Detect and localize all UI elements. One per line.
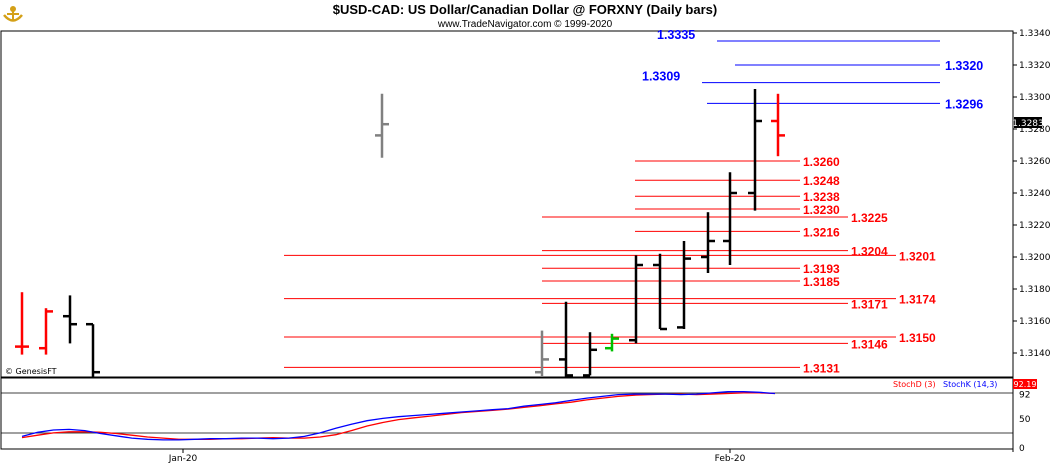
ohlc-bar	[39, 308, 53, 355]
level-label-red: 1.3193	[803, 262, 840, 276]
legend-stochk: StochK (14,3)	[943, 380, 997, 389]
ohlc-bar	[701, 212, 715, 273]
level-label-red: 1.3131	[803, 361, 840, 375]
y-tick-label: 1.3160	[1019, 317, 1050, 327]
ohlc-bar	[375, 93, 389, 158]
level-label-red: 1.3150	[899, 331, 936, 345]
level-label-red: 1.3174	[899, 293, 936, 307]
level-label-red: 1.3185	[803, 275, 840, 289]
ohlc-bar	[583, 332, 597, 377]
level-label-red: 1.3201	[899, 249, 936, 263]
level-label-red: 1.3204	[851, 245, 888, 259]
last-price-label: 1.3283	[1012, 119, 1044, 129]
y-tick-label: 1.3340	[1019, 29, 1050, 39]
y-tick-label: 1.3260	[1019, 157, 1050, 167]
ohlc-bar	[535, 330, 549, 377]
level-label-blue: 1.3320	[945, 59, 983, 73]
stoch-series-line	[21, 391, 776, 441]
ohlc-bar	[15, 292, 29, 355]
ohlc-bar	[559, 301, 573, 377]
anchor-logo-icon	[3, 6, 23, 22]
stoch-value-label: 92.19	[1014, 380, 1037, 389]
level-label-red: 1.3248	[803, 174, 840, 188]
x-tick-feb: Feb-20	[715, 454, 746, 464]
chart-title: $USD-CAD: US Dollar/Canadian Dollar @ FO…	[333, 2, 717, 17]
last-price-tag	[1014, 117, 1042, 128]
ohlc-bar	[771, 93, 785, 157]
ohlc-bar	[748, 89, 762, 211]
stoch-y-tick-label: 0	[1019, 444, 1025, 454]
stoch-panel	[0, 377, 1014, 450]
y-tick-label: 1.3220	[1019, 221, 1050, 231]
level-label-blue: 1.3309	[642, 70, 680, 84]
stoch-y-tick-label: 50	[1019, 415, 1031, 425]
stoch-y-tick-label: 92	[1019, 391, 1030, 401]
y-tick-label: 1.3300	[1019, 93, 1050, 103]
ohlc-bars	[15, 89, 785, 377]
stoch-value-tag	[1013, 379, 1037, 389]
ohlc-bar	[677, 241, 691, 329]
level-label-red: 1.3238	[803, 190, 840, 204]
y-tick-label: 1.3200	[1019, 253, 1050, 263]
level-label-red: 1.3216	[803, 225, 840, 239]
level-lines: 1.3335 1.3320 1.3309 1.3296 1.3260 1.3248 1.32…	[284, 28, 983, 375]
x-tick-jan: Jan-20	[168, 454, 198, 464]
level-label-red: 1.3171	[851, 297, 888, 311]
y-tick-label: 1.3240	[1019, 189, 1050, 199]
stoch-axis: 92 50 0	[1019, 391, 1031, 454]
price-axis: 1.3340 1.3320 1.3300 1.3280 1.3260 1.3240 1.32…	[1013, 29, 1050, 359]
y-tick-label: 1.3180	[1019, 285, 1050, 295]
ohlc-bar	[86, 322, 100, 377]
level-label-red: 1.3225	[851, 211, 888, 225]
ohlc-bar	[653, 253, 667, 331]
y-tick-label: 1.3280	[1019, 125, 1050, 135]
legend-stochd: StochD (3)	[893, 380, 936, 389]
level-label-red: 1.3146	[851, 337, 888, 351]
ohlc-bar	[629, 255, 643, 344]
level-label-blue: 1.3296	[945, 97, 983, 111]
stoch-lines	[21, 391, 776, 441]
level-label-blue: 1.3335	[657, 28, 695, 42]
y-tick-label: 1.3140	[1019, 349, 1050, 359]
level-label-red: 1.3230	[803, 203, 840, 217]
level-label-red: 1.3260	[803, 155, 840, 169]
chart-subtitle: www.TradeNavigator.com © 1999-2020	[437, 19, 613, 30]
ohlc-bar	[723, 172, 737, 265]
ohlc-bar	[605, 333, 619, 352]
credit-label: © GenesisFT	[5, 367, 57, 376]
y-tick-label: 1.3320	[1019, 61, 1050, 71]
ohlc-bar	[63, 295, 77, 344]
